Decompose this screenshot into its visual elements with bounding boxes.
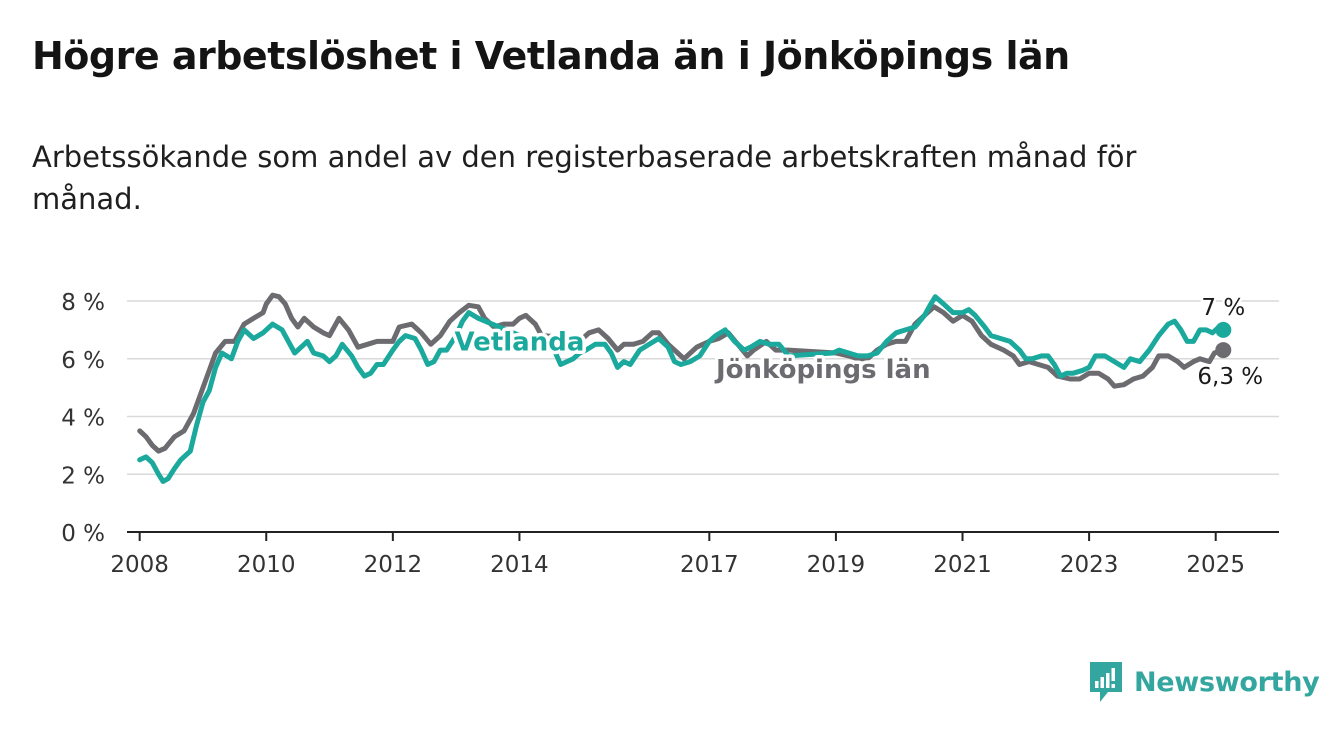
newsworthy-brand: Newsworthy (1088, 660, 1320, 704)
series-lines (137, 292, 1232, 484)
series-line-jonkopings-lan (137, 292, 1226, 454)
label-vetlanda: Vetlanda (454, 327, 584, 357)
end-label-jonkopings-lan: 6,3 % (1197, 364, 1263, 390)
y-axis: 0 % 2 % 4 % 6 % 8 % (61, 290, 105, 547)
x-tick-label: 2021 (933, 552, 992, 578)
y-tick-label: 4 % (61, 406, 105, 432)
end-point-vetlanda (1215, 321, 1232, 338)
y-tick-label: 6 % (61, 348, 105, 374)
x-axis: 2008 2010 2012 2014 2017 2019 2021 2023 2025 (110, 531, 1279, 578)
chart-title: Högre arbetslöshet i Vetlanda än i Jönkö… (32, 34, 1070, 78)
x-tick-label: 2019 (807, 552, 866, 578)
series-line-vetlanda (137, 294, 1226, 484)
y-tick-label: 8 % (61, 290, 105, 316)
newsworthy-logo-icon (1090, 662, 1122, 702)
x-tick-label: 2023 (1060, 552, 1119, 578)
gridlines (127, 300, 1279, 475)
x-tick-label: 2008 (110, 552, 169, 578)
x-tick-label: 2010 (237, 552, 296, 578)
x-tick-label: 2014 (490, 552, 549, 578)
x-tick-label: 2017 (680, 552, 739, 578)
y-tick-label: 0 % (61, 521, 105, 547)
series-labels: Vetlanda Jönköpings län 7 % 6,3 % (451, 292, 1266, 392)
y-tick-label: 2 % (61, 463, 105, 489)
end-label-vetlanda: 7 % (1201, 295, 1245, 321)
brand-name: Newsworthy (1134, 666, 1320, 698)
x-tick-label: 2025 (1186, 552, 1245, 578)
end-point-jonkopings-lan (1215, 342, 1232, 359)
chart-subtitle: Arbetssökande som andel av den registerb… (32, 140, 1137, 216)
x-tick-label: 2012 (364, 552, 423, 578)
label-jonkopings-lan: Jönköpings län (714, 355, 931, 385)
